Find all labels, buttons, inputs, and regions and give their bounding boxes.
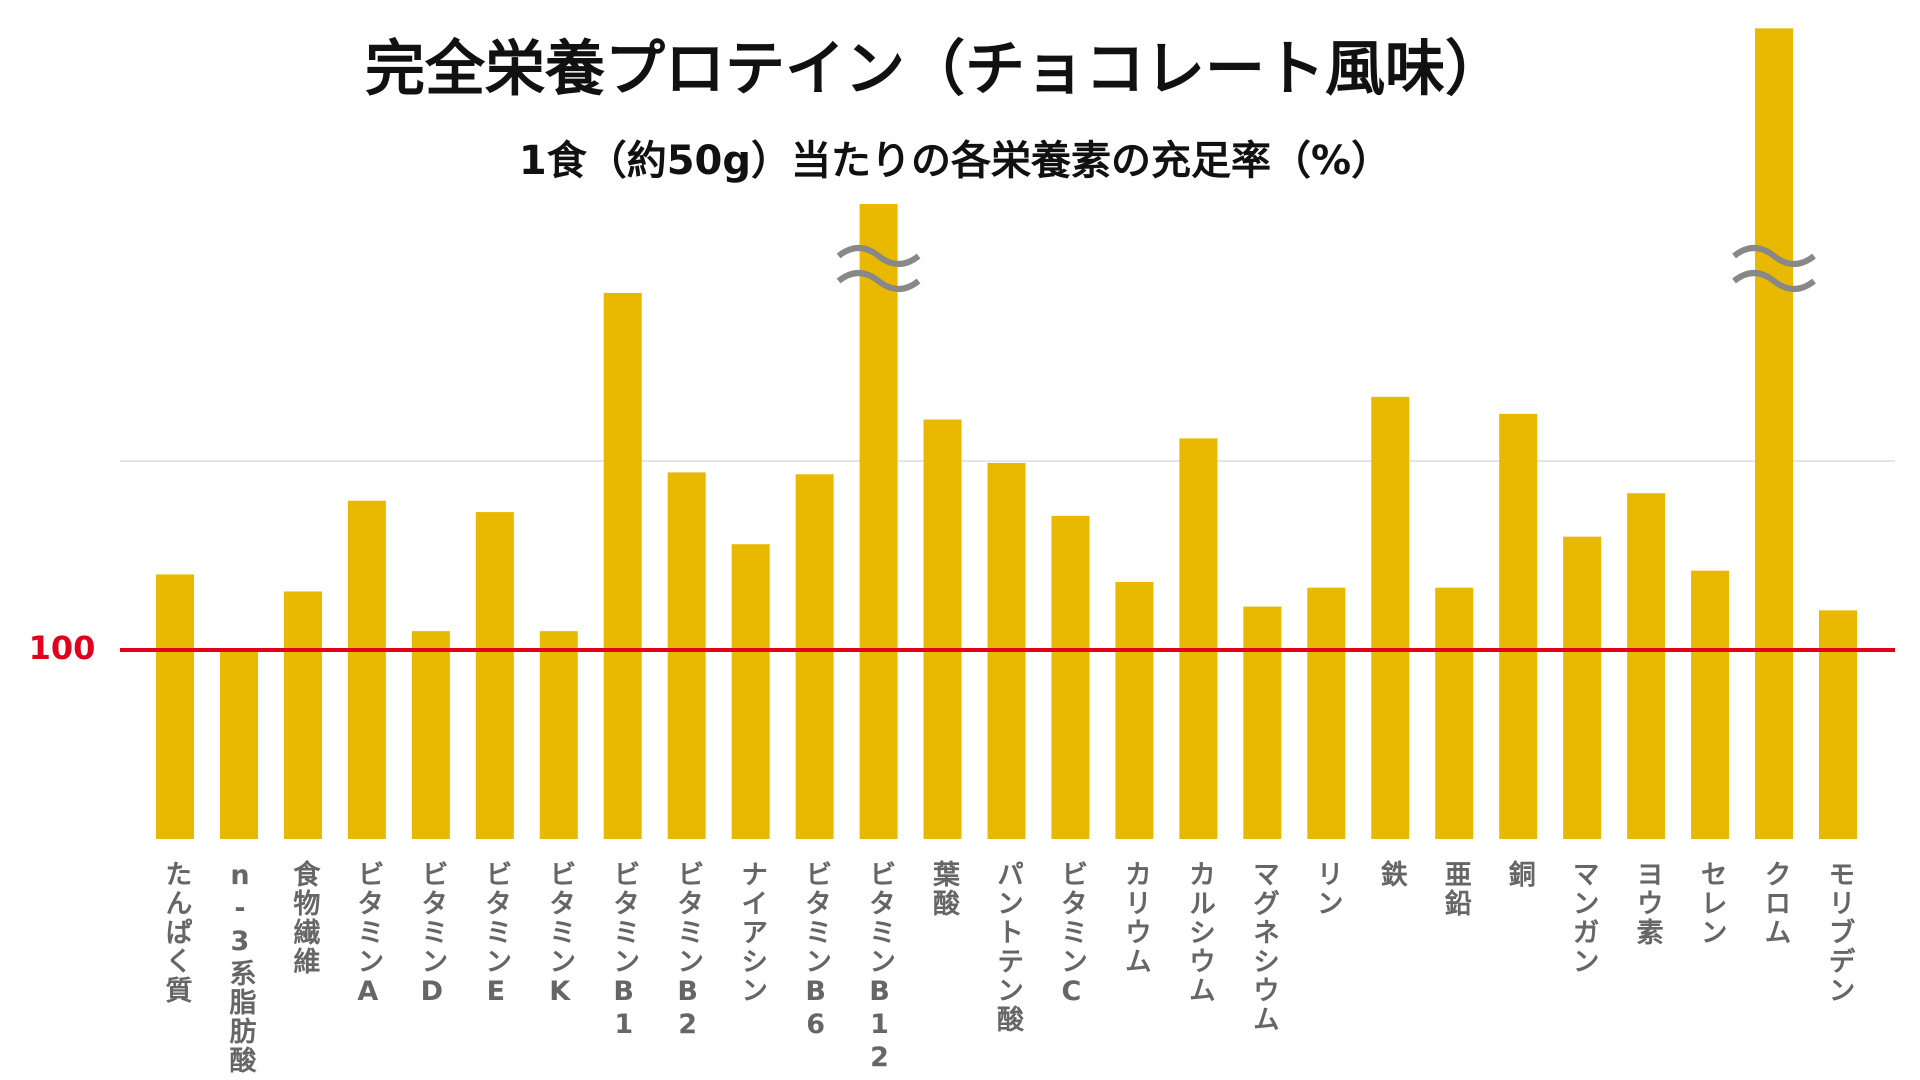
bar <box>411 631 450 839</box>
x-tick-label: カルシウム <box>1184 860 1215 1005</box>
bar <box>1755 28 1794 839</box>
chart-title: 完全栄養プロテイン（チョコレート風味） <box>365 35 1505 105</box>
bar <box>219 650 258 839</box>
bar <box>859 204 898 840</box>
x-tick-label: ビタミンB1 <box>608 860 639 1042</box>
x-tick-label: ビタミンA <box>352 860 383 1009</box>
bar <box>1115 582 1154 839</box>
x-tick-label: セレン <box>1696 860 1727 947</box>
x-tick-label: 鉄 <box>1376 859 1408 889</box>
x-tick-label: ビタミンK <box>544 860 575 1009</box>
x-tick-label: カリウム <box>1120 860 1151 976</box>
bar <box>795 474 834 839</box>
break-mark <box>1732 270 1816 292</box>
y-tick-label: 100 <box>29 629 96 667</box>
chart-subtitle: 1食（約50g）当たりの各栄養素の充足率（%） <box>519 138 1391 184</box>
x-tick-label: 葉酸 <box>928 860 961 918</box>
bar <box>1051 515 1090 839</box>
bar <box>156 574 194 839</box>
x-tick-label: 銅 <box>1504 859 1536 889</box>
bar <box>1371 396 1410 839</box>
x-tick-label: マグネシウム <box>1248 860 1279 1034</box>
x-tick-label: 亜鉛 <box>1440 860 1472 918</box>
bar <box>283 591 322 839</box>
bar <box>347 500 386 839</box>
x-tick-label: ビタミンB2 <box>672 860 703 1042</box>
bar <box>475 512 514 839</box>
x-tick-label: ヨウ素 <box>1632 860 1664 947</box>
bar <box>1499 413 1538 839</box>
x-tick-label: ビタミンB6 <box>800 860 831 1042</box>
x-tick-label: ビタミンD <box>416 860 447 1009</box>
bar <box>1435 587 1474 839</box>
x-tick-label: モリブデン <box>1824 860 1855 1005</box>
break-mark <box>836 270 921 292</box>
bar <box>1563 536 1602 839</box>
break-mark <box>1732 245 1816 267</box>
x-tick-label: パントテン酸 <box>992 860 1024 1034</box>
break-mark <box>836 245 921 267</box>
x-tick-label: ビタミンB12 <box>864 860 895 1075</box>
x-tick-label: ビタミンC <box>1056 860 1087 1009</box>
bar <box>539 631 578 839</box>
x-tick-label: 食物繊維 <box>288 859 320 976</box>
bar <box>1307 587 1346 839</box>
bar <box>731 544 770 839</box>
bar <box>1179 438 1218 839</box>
x-tick-label: クロム <box>1760 860 1791 947</box>
bar <box>923 419 962 839</box>
bar <box>667 472 706 839</box>
bar <box>1627 493 1666 839</box>
x-tick-label: n-3系脂肪酸 <box>224 860 256 1075</box>
bar <box>603 292 642 839</box>
bar <box>1819 610 1857 839</box>
bar <box>1243 606 1282 839</box>
x-tick-label: たんぱく質 <box>161 860 193 1005</box>
x-tick-label: ナイアシン <box>736 860 767 1005</box>
bar <box>1691 570 1730 839</box>
x-tick-label: マンガン <box>1568 860 1599 976</box>
x-tick-label: ビタミンE <box>480 860 511 1009</box>
x-tick-label: リン <box>1312 860 1343 918</box>
